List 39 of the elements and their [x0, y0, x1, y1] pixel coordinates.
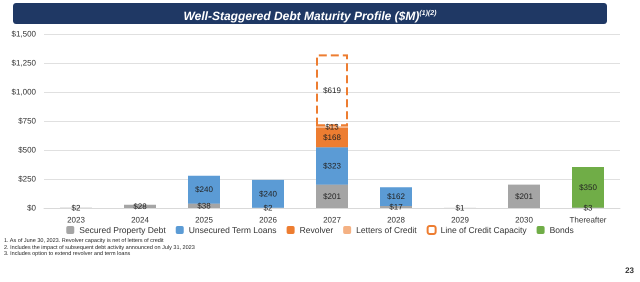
x-tick-label: 2026: [259, 216, 278, 224]
x-tick-label: 2024: [131, 216, 150, 224]
y-tick-label: $500: [18, 146, 37, 154]
data-label: $350: [579, 182, 598, 192]
data-label: $17: [389, 202, 404, 212]
y-tick-label: $1,000: [12, 88, 37, 96]
x-tick-label: 2025: [195, 216, 214, 224]
data-label: $240: [259, 189, 278, 198]
y-tick-label: $0: [27, 204, 37, 212]
x-tick-label: 2027: [323, 216, 342, 224]
legend-label: Letters of Credit: [356, 225, 418, 235]
legend-label: Revolver: [300, 225, 334, 235]
x-tick-label: Thereafter: [570, 216, 607, 224]
chart-title: Well-Staggered Debt Maturity Profile ($M)$^{(1)(2)}$: [13, 3, 607, 24]
data-label: $2: [72, 203, 81, 212]
data-label: $201: [323, 192, 342, 201]
y-tick-label: $250: [18, 174, 37, 184]
data-label: $240: [195, 185, 214, 194]
y-tick-label: $1,250: [12, 58, 37, 68]
data-label: $619: [323, 86, 342, 95]
data-label: $13: [325, 122, 340, 132]
x-tick-label: 2023: [67, 216, 86, 224]
legend-label: Bonds: [550, 225, 574, 235]
y-tick-label: $750: [18, 116, 37, 126]
y-tick-label: $1,500: [12, 30, 37, 38]
x-tick-label: 2030: [515, 216, 534, 224]
x-tick-label: 2028: [387, 216, 406, 224]
legend-label: Line of Credit Capacity: [440, 225, 528, 235]
data-label: $28: [133, 202, 148, 211]
data-label: $162: [387, 192, 406, 202]
data-label: $168: [323, 132, 342, 142]
data-label: $323: [323, 161, 342, 170]
legend-label: Unsecured Term Loans: [188, 225, 276, 235]
data-label: $201: [515, 192, 534, 201]
text: 23: [625, 266, 634, 275]
x-tick-label: 2029: [451, 216, 470, 224]
legend-label: Secured Property Debt: [79, 225, 166, 235]
data-label: $1: [456, 203, 465, 212]
data-label: $38: [197, 201, 212, 210]
